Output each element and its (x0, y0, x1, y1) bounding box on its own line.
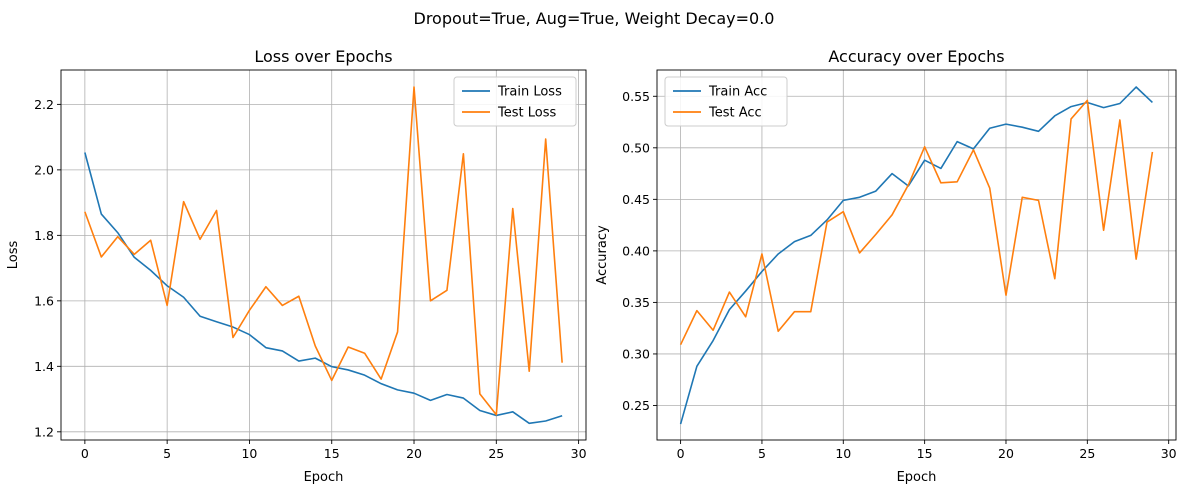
y-tick-label: 1.4 (34, 359, 54, 374)
x-tick-label: 15 (324, 446, 340, 461)
legend: Train Acc Test Acc (664, 76, 788, 127)
axes-frame (656, 69, 1177, 441)
series-line-test-loss (84, 86, 563, 416)
x-tick-label: 10 (835, 446, 851, 461)
figure-suptitle: Dropout=True, Aug=True, Weight Decay=0.0 (414, 9, 775, 28)
x-tick-label: 5 (163, 446, 171, 461)
x-tick-label: 25 (488, 446, 504, 461)
x-tick-label: 30 (571, 446, 587, 461)
x-tick-label: 20 (998, 446, 1014, 461)
legend: Train Loss Test Loss (453, 76, 577, 127)
y-tick-label: 0.45 (622, 192, 650, 207)
legend-label: Train Acc (708, 85, 767, 100)
y-tick-label: 0.40 (622, 243, 650, 258)
y-tick-label: 0.50 (622, 140, 650, 155)
chart-title: Loss over Epochs (254, 47, 392, 66)
accuracy-chart-panel: 0 5 10 15 20 25 30 0.25 0.30 0.35 0.40 0.45 0.50 0.55… (595, 47, 1177, 485)
chart-title: Accuracy over Epochs (828, 47, 1004, 66)
y-tick-label: 1.8 (34, 228, 54, 243)
legend-label: Test Loss (497, 106, 556, 121)
x-axis-label: Epoch (897, 470, 937, 485)
series-line-test-acc (679, 99, 1154, 346)
legend-label: Test Acc (708, 106, 762, 121)
y-tick-label: 1.2 (34, 424, 54, 439)
axes-frame (60, 69, 587, 441)
legend-label: Train Loss (497, 85, 562, 100)
x-tick-label: 25 (1079, 446, 1095, 461)
y-tick-label: 0.30 (622, 346, 650, 361)
x-tick-label: 10 (241, 446, 257, 461)
y-tick-label: 0.55 (622, 89, 650, 104)
series-line-train-acc (679, 86, 1153, 425)
legend-box (664, 76, 788, 127)
y-tick-label: 0.35 (622, 295, 650, 310)
series-line-train-loss (84, 152, 563, 425)
x-tick-label: 5 (758, 446, 766, 461)
x-tick-label: 0 (81, 446, 89, 461)
y-tick-label: 2.2 (34, 97, 54, 112)
x-tick-label: 20 (406, 446, 422, 461)
y-tick-label: 2.0 (34, 162, 54, 177)
y-axis-label: Loss (6, 241, 21, 270)
x-tick-label: 0 (677, 446, 685, 461)
x-axis-label: Epoch (304, 470, 344, 485)
y-tick-label: 0.25 (622, 398, 650, 413)
loss-chart-panel: 0 5 10 15 20 25 30 1.2 1.4 1.6 1.8 2.0 2.2 Loss over … (6, 47, 587, 485)
y-axis-label: Accuracy (595, 225, 610, 285)
x-tick-label: 30 (1161, 446, 1177, 461)
y-tick-label: 1.6 (34, 293, 54, 308)
x-tick-label: 15 (917, 446, 933, 461)
legend-box (453, 76, 577, 127)
